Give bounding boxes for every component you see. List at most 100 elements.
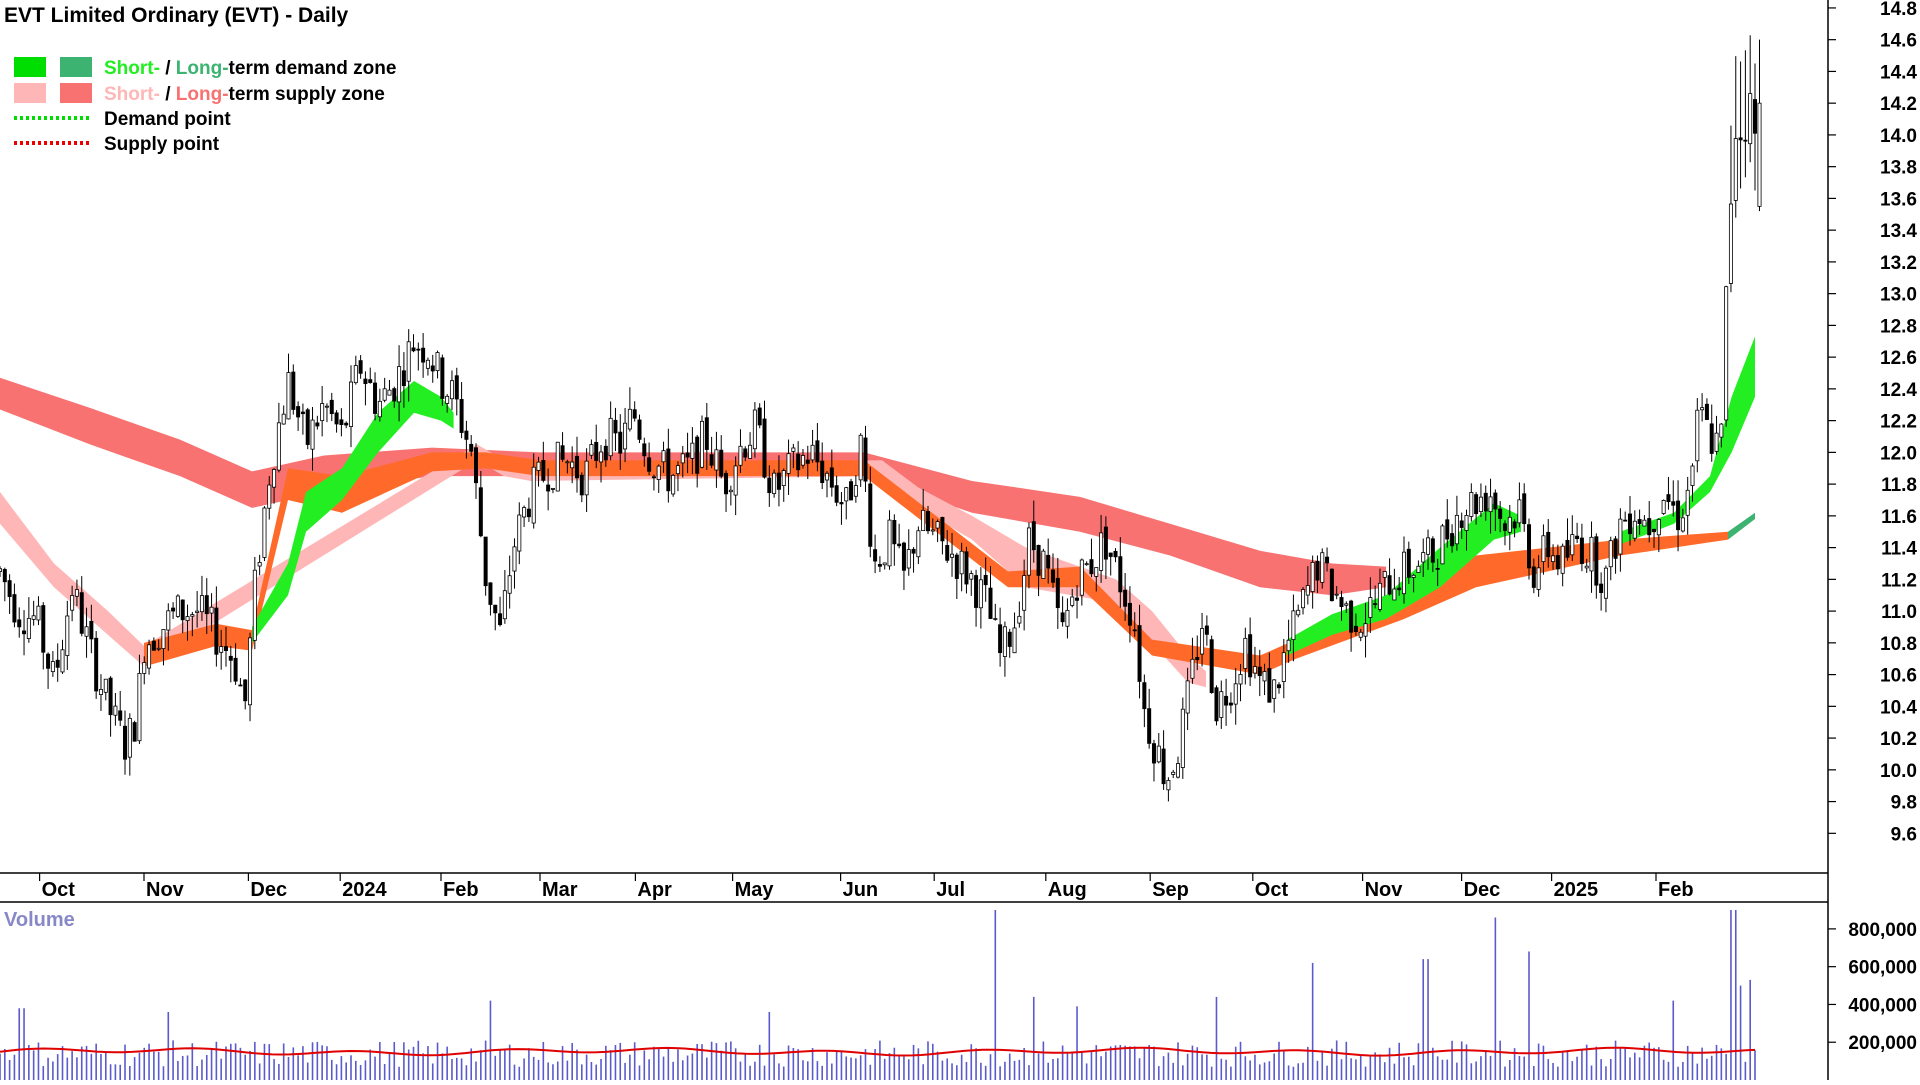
- candle: [305, 407, 310, 450]
- candle: [185, 604, 190, 641]
- zone-long_demand: [1728, 512, 1755, 540]
- volume-tick-label: 200,000: [1848, 1033, 1917, 1054]
- candle: [1219, 680, 1224, 729]
- candle: [1358, 628, 1363, 642]
- price-tick-label: 11.2: [1881, 570, 1917, 591]
- candle: [1560, 543, 1565, 587]
- candle-last: [1757, 39, 1762, 212]
- candle: [1555, 544, 1560, 576]
- candle: [401, 352, 406, 408]
- candle: [430, 354, 435, 383]
- candle: [1454, 495, 1459, 551]
- price-tick-label: 12.6: [1880, 348, 1917, 369]
- candle: [1575, 522, 1580, 543]
- candle: [868, 466, 873, 558]
- candle: [190, 611, 195, 637]
- time-axis: Oct Nov Dec 2024 Feb Mar Apr May Jun Jul Aug Sep Oct…: [38, 873, 1694, 901]
- candle: [522, 505, 527, 527]
- candle: [1627, 495, 1632, 546]
- candle: [296, 401, 301, 431]
- month-label: 2024: [342, 879, 387, 901]
- candle: [1753, 63, 1758, 191]
- month-label: Nov: [146, 879, 185, 901]
- candle: [1680, 508, 1685, 533]
- price-tick-label: 12.4: [1880, 380, 1917, 401]
- candle: [647, 442, 652, 476]
- candle: [1704, 398, 1709, 420]
- candle: [397, 345, 402, 422]
- candle: [608, 401, 613, 461]
- price-tick-label: 14.4: [1880, 62, 1917, 83]
- volume-tick-label: 600,000: [1848, 958, 1917, 979]
- candle: [454, 367, 459, 416]
- candle: [445, 394, 450, 413]
- candle: [334, 410, 339, 433]
- candle: [276, 402, 281, 473]
- candle: [950, 532, 955, 577]
- candle: [724, 470, 729, 512]
- candle: [166, 603, 171, 651]
- candle: [1002, 621, 1007, 677]
- candle: [243, 679, 248, 710]
- candle: [762, 400, 767, 479]
- candle: [748, 432, 753, 459]
- candle: [286, 353, 291, 420]
- candle: [728, 485, 733, 506]
- candle: [1103, 516, 1108, 580]
- candle: [839, 492, 844, 525]
- candle: [1373, 585, 1378, 609]
- candle: [435, 350, 440, 379]
- price-tick-label: 11.0: [1881, 602, 1917, 623]
- candle: [425, 357, 430, 376]
- month-label: Dec: [1464, 879, 1501, 901]
- candle: [1690, 463, 1695, 502]
- candle: [1377, 568, 1382, 612]
- candle: [1075, 585, 1080, 619]
- candle: [421, 333, 426, 378]
- candle: [1632, 510, 1637, 542]
- candle: [1041, 548, 1046, 579]
- candle: [680, 445, 685, 478]
- candle: [1089, 538, 1094, 578]
- candle: [1406, 541, 1411, 585]
- candle: [656, 464, 661, 493]
- month-label: Oct: [42, 879, 76, 901]
- candle: [483, 536, 488, 596]
- candle: [1502, 520, 1507, 546]
- candle: [98, 674, 103, 711]
- candle: [373, 372, 378, 421]
- candle: [329, 392, 334, 422]
- month-label: Feb: [443, 879, 479, 901]
- candle: [1161, 730, 1166, 790]
- candle: [132, 720, 137, 742]
- candle: [964, 546, 969, 594]
- candle: [844, 486, 849, 520]
- candle: [41, 602, 46, 670]
- legend-swatch: [60, 57, 92, 77]
- candle: [700, 415, 705, 469]
- candle: [1440, 523, 1445, 565]
- legend-supply-zone: Short- / Long-term supply zone: [14, 83, 385, 105]
- price-tick-label: 10.4: [1880, 697, 1917, 718]
- candle: [1055, 557, 1060, 629]
- price-tick-label: 10.8: [1880, 634, 1917, 655]
- candle: [320, 385, 325, 437]
- candle: [1233, 668, 1238, 725]
- candle: [233, 643, 238, 685]
- candle: [137, 654, 142, 744]
- candle: [531, 453, 536, 529]
- candle: [945, 530, 950, 563]
- candle: [1113, 548, 1118, 563]
- candle: [1507, 504, 1512, 551]
- candle: [1200, 612, 1205, 667]
- legend-demand-zone: Short- / Long-term demand zone: [14, 57, 396, 79]
- candle: [1411, 573, 1416, 593]
- candle: [887, 510, 892, 570]
- legend-label: Demand point: [104, 109, 231, 130]
- candle: [7, 574, 12, 614]
- candle: [1238, 664, 1243, 702]
- candle: [1709, 404, 1714, 462]
- candle: [719, 435, 724, 479]
- candle: [1647, 501, 1652, 543]
- candle: [1522, 483, 1527, 532]
